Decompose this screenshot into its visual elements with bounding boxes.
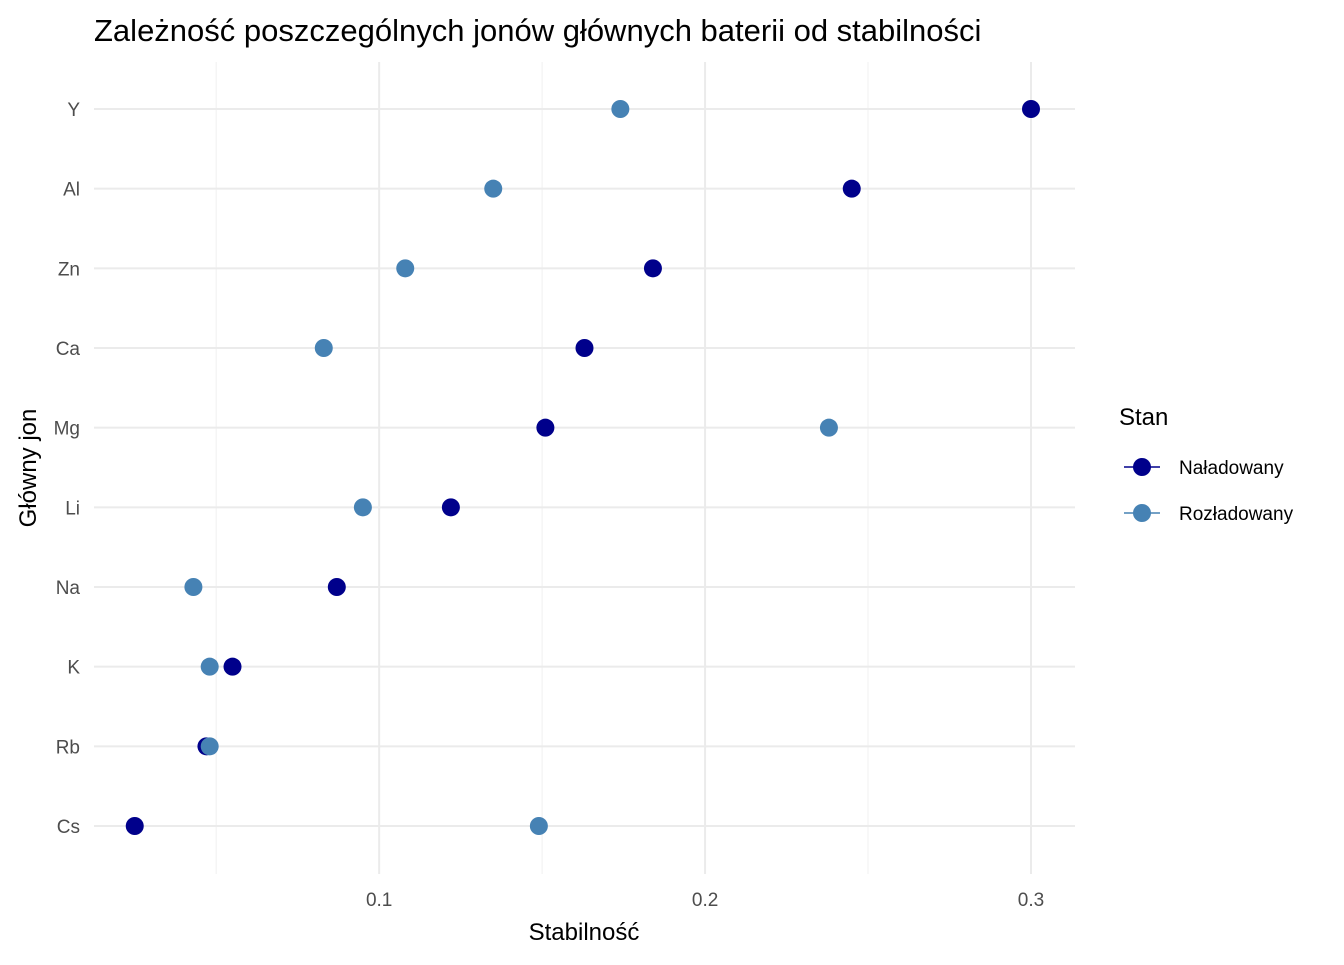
legend-key-point [1133, 504, 1151, 522]
y-tick-label: Rb [56, 737, 80, 758]
x-tick-label: 0.2 [692, 890, 718, 911]
x-axis-title: Stabilność [529, 919, 640, 946]
data-point-naladowany [125, 817, 144, 835]
y-tick-label: Cs [57, 817, 80, 838]
data-point-rozladowany [200, 657, 219, 676]
x-tick-label: 0.3 [1018, 890, 1044, 911]
data-point-rozladowany [819, 418, 838, 437]
data-point-rozladowany [396, 259, 415, 278]
data-point-rozladowany [611, 100, 630, 118]
data-point-rozladowany [353, 498, 372, 517]
legend-item-naladowany: Naładowany [1124, 458, 1284, 479]
legend-label-rozladowany: Rozładowany [1179, 504, 1294, 525]
y-tick-label: Na [56, 578, 81, 599]
data-point-rozladowany [314, 339, 333, 357]
legend-item-rozladowany: Rozładowany [1124, 504, 1294, 525]
x-tick-label: 0.1 [366, 890, 392, 911]
data-point-naladowany [536, 418, 555, 437]
data-point-naladowany [643, 259, 662, 278]
data-point-naladowany [575, 339, 594, 357]
legend-title: Stan [1119, 404, 1168, 431]
data-point-naladowany [327, 578, 346, 596]
chart-title: Zależność poszczególnych jonów głównych … [94, 13, 981, 48]
y-tick-label: Li [65, 498, 80, 519]
data-point-rozladowany [200, 737, 219, 756]
y-tick-label: Mg [54, 419, 80, 440]
y-tick-label: Zn [58, 259, 80, 280]
data-point-rozladowany [184, 578, 203, 596]
data-point-naladowany [223, 657, 242, 676]
data-point-rozladowany [529, 817, 548, 835]
y-tick-label: Ca [56, 339, 81, 360]
y-tick-label: Al [63, 180, 80, 201]
legend-label-naladowany: Naładowany [1179, 458, 1284, 479]
axis-layer: 0.1 0.2 0.3 Y Al Zn Ca Mg Li Na K Rb Cs [54, 100, 1045, 911]
y-tick-label: Y [67, 100, 80, 121]
data-point-naladowany [842, 179, 861, 198]
legend-key-point [1133, 458, 1151, 476]
y-tick-label: K [67, 658, 80, 679]
points-layer [125, 100, 1041, 835]
y-axis-title: Główny jon [15, 409, 42, 528]
data-point-naladowany [1022, 100, 1041, 118]
legend: Stan Naładowany Rozładowany [1119, 404, 1294, 525]
grid-layer [94, 62, 1075, 874]
data-point-rozladowany [484, 179, 503, 198]
data-point-naladowany [441, 498, 460, 517]
